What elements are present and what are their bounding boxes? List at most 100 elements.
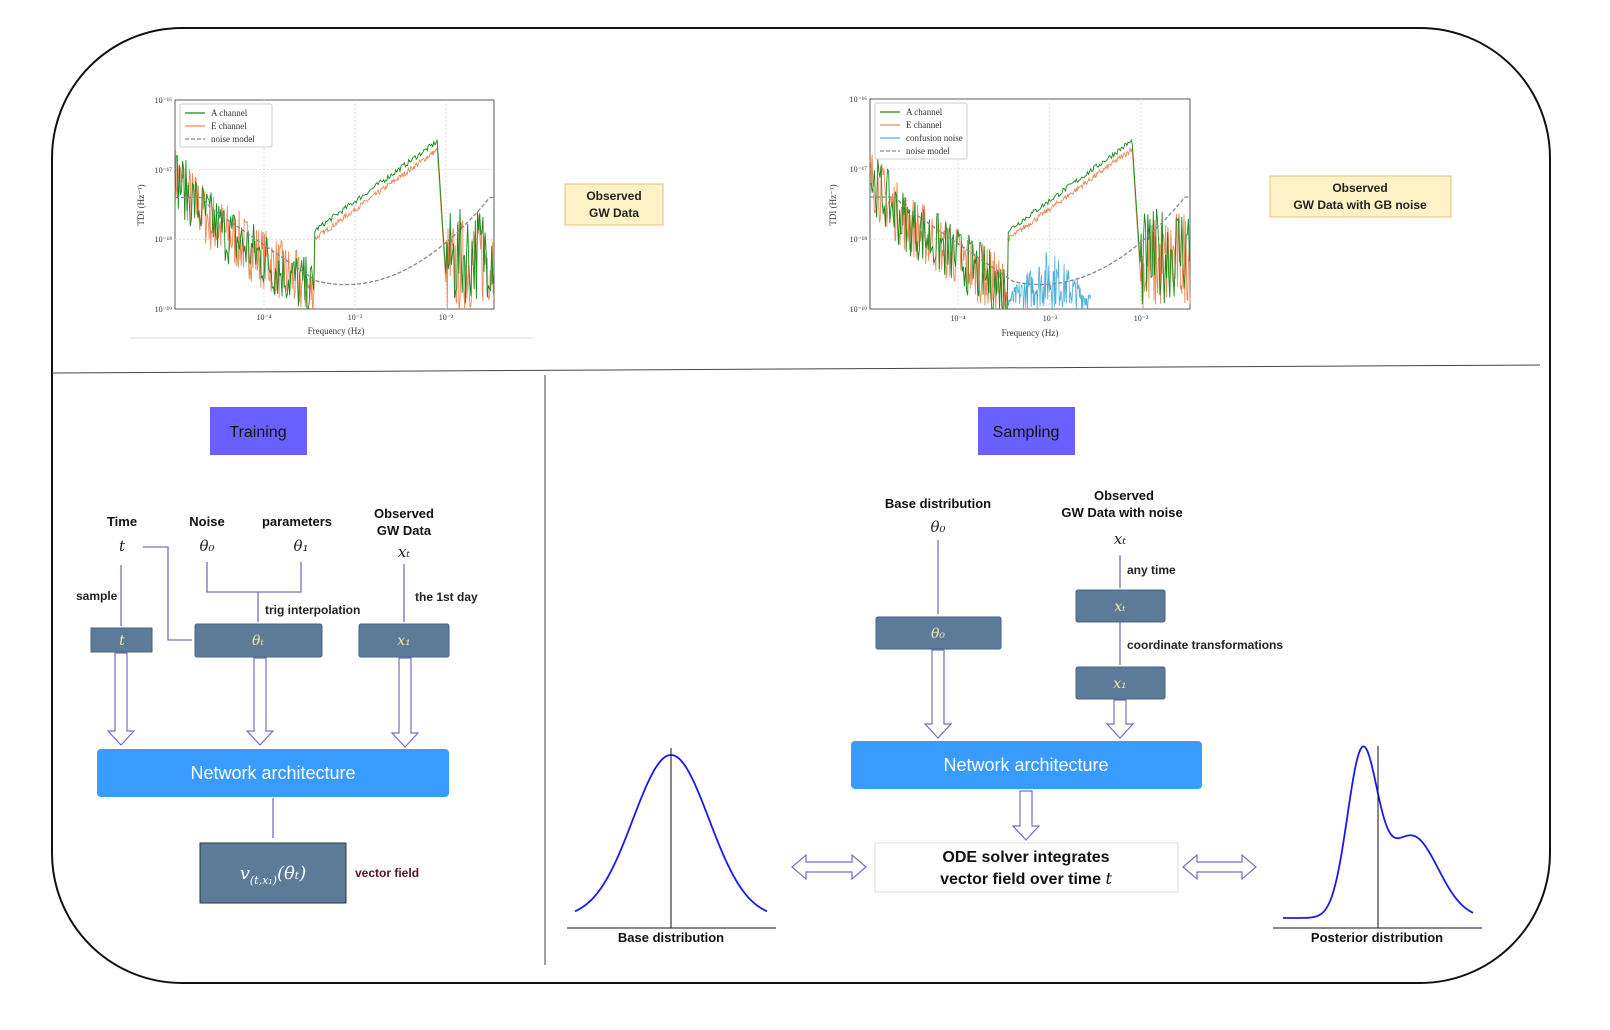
sampling-title: Sampling (993, 424, 1060, 441)
hollow-arrow-t (106, 652, 136, 746)
parameters-label: parameters (262, 514, 332, 529)
caption-box-observed-gw-data-gb-noise (1269, 175, 1452, 218)
posterior-distribution-caption: Posterior distribution (1311, 930, 1443, 945)
observed-symbol: xₜ (1114, 530, 1126, 548)
vf-sub: (t,x₁) (250, 874, 277, 887)
confusion-noise-curve (1003, 251, 1091, 309)
sampling-network-architecture (851, 741, 1202, 789)
box-theta-0-symbol: θ₀ (931, 626, 945, 642)
box-x1 (1075, 666, 1166, 700)
training-network-architecture (97, 749, 449, 797)
base-symbol: θ₀ (930, 518, 945, 536)
hollow-arrow-theta0 (923, 649, 953, 739)
observed-label: GW Data (377, 523, 432, 538)
box-x1-symbol: x₁ (397, 633, 411, 649)
legend-entry: noise model (211, 134, 255, 144)
x-tick: 10⁻⁴ (950, 314, 965, 323)
e-channel-curve (174, 147, 495, 310)
trig-interpolation-label: trig interpolation (265, 603, 360, 617)
box-t-symbol: t (119, 633, 125, 649)
x-tick: 10⁻³ (1043, 314, 1058, 323)
y-tick: 10⁻¹⁷ (850, 165, 868, 174)
trig-interpolation-connector (206, 562, 302, 622)
box-theta-0 (875, 616, 1002, 650)
y-tick: 10⁻¹⁶ (850, 95, 868, 104)
e-channel-curve (869, 147, 1191, 310)
noise-model-curve (175, 196, 494, 286)
legend-box (874, 102, 968, 160)
hollow-arrow-theta (245, 657, 275, 746)
horizontal-divider (51, 364, 1541, 374)
hollow-arrow-network-to-ode (1011, 790, 1041, 841)
ode-t: t (1105, 869, 1112, 888)
hollow-arrow-x1 (1105, 699, 1135, 739)
a-channel-curve (174, 139, 495, 310)
first-day-label: the 1st day (415, 590, 478, 604)
noise-model-curve (870, 196, 1189, 286)
vf-main: v (240, 863, 250, 884)
caption-line: Observed (1332, 181, 1387, 195)
caption-line: GW Data (589, 206, 639, 220)
legend-entry: confusion noise (906, 133, 963, 143)
box-xt-symbol: xₜ (1114, 599, 1126, 615)
box-x1 (358, 623, 450, 658)
legend-entry: A channel (906, 107, 943, 117)
y-tick: 10⁻¹⁹ (850, 305, 868, 314)
ode-line-1: ODE solver integrates (942, 849, 1109, 866)
x-tick: 10⁻⁴ (256, 313, 271, 322)
y-tick: 10⁻¹⁹ (155, 305, 173, 314)
training-network-label: Network architecture (190, 763, 355, 783)
time-label: Time (107, 514, 137, 529)
double-arrow-right (1182, 853, 1257, 881)
base-distribution-label: Base distribution (885, 496, 991, 511)
hollow-arrow-x1 (390, 657, 420, 748)
any-time-label: any time (1127, 563, 1176, 577)
legend-entry: E channel (906, 120, 942, 130)
legend-entry: E channel (211, 121, 247, 131)
training-tag (210, 407, 307, 455)
observed-label: GW Data with noise (1061, 505, 1182, 520)
sample-label: sample (76, 589, 118, 603)
parameters-symbol: θ₁ (293, 537, 308, 555)
x-axis-label: Frequency (Hz) (308, 326, 365, 336)
time-symbol: t (119, 537, 126, 555)
y-tick: 10⁻¹⁸ (850, 235, 868, 244)
box-theta-t (194, 623, 323, 658)
vector-field-box (199, 842, 347, 904)
ode-line-2: vector field over time t (940, 869, 1112, 888)
time-to-theta-arrow (143, 546, 192, 641)
y-tick: 10⁻¹⁸ (155, 235, 173, 244)
x-tick: 10⁻² (1134, 314, 1149, 323)
legend-box (179, 103, 273, 148)
spectrum-plot-gw-data: 10⁻¹⁶ 10⁻¹⁷ 10⁻¹⁸ 10⁻¹⁹ 10⁻⁴ 10⁻³ 10⁻² F… (130, 96, 533, 339)
plot-legend: A channel E channel noise model (179, 103, 273, 148)
double-arrow-left (791, 853, 867, 881)
observed-symbol: xₜ (398, 543, 410, 561)
spectrum-plot-gw-data-gb-noise: 10⁻¹⁶ 10⁻¹⁷ 10⁻¹⁸ 10⁻¹⁹ 10⁻⁴ 10⁻³ 10⁻² F… (828, 95, 1191, 338)
caption-line: GW Data with GB noise (1293, 198, 1427, 212)
observed-label: Observed (374, 506, 434, 521)
sampling-tag (978, 407, 1075, 455)
plot-legend: A channel E channel confusion noise noise m… (874, 102, 968, 160)
caption-box-observed-gw-data (564, 183, 664, 226)
ode-line-2-text: vector field over time (940, 871, 1105, 888)
noise-symbol: θ₀ (199, 537, 214, 555)
vector-field-label: vector field (355, 866, 419, 880)
box-theta-t-symbol: θₜ (252, 633, 264, 649)
caption-line: Observed (586, 189, 641, 203)
y-axis-label: TDI (Hz⁻¹) (828, 184, 838, 225)
base-distribution-caption: Base distribution (618, 930, 724, 945)
noise-label: Noise (189, 514, 224, 529)
a-channel-curve (869, 138, 1190, 311)
box-x1-symbol: x₁ (1113, 676, 1127, 692)
legend-entry: A channel (211, 108, 248, 118)
x-tick: 10⁻² (439, 313, 454, 322)
x-tick: 10⁻³ (348, 313, 363, 322)
x-axis-label: Frequency (Hz) (1002, 328, 1059, 338)
ode-solver-box (874, 842, 1179, 893)
training-title: Training (229, 424, 286, 441)
outer-frame (51, 27, 1551, 984)
box-xt (1075, 589, 1166, 623)
y-tick: 10⁻¹⁶ (155, 96, 173, 105)
